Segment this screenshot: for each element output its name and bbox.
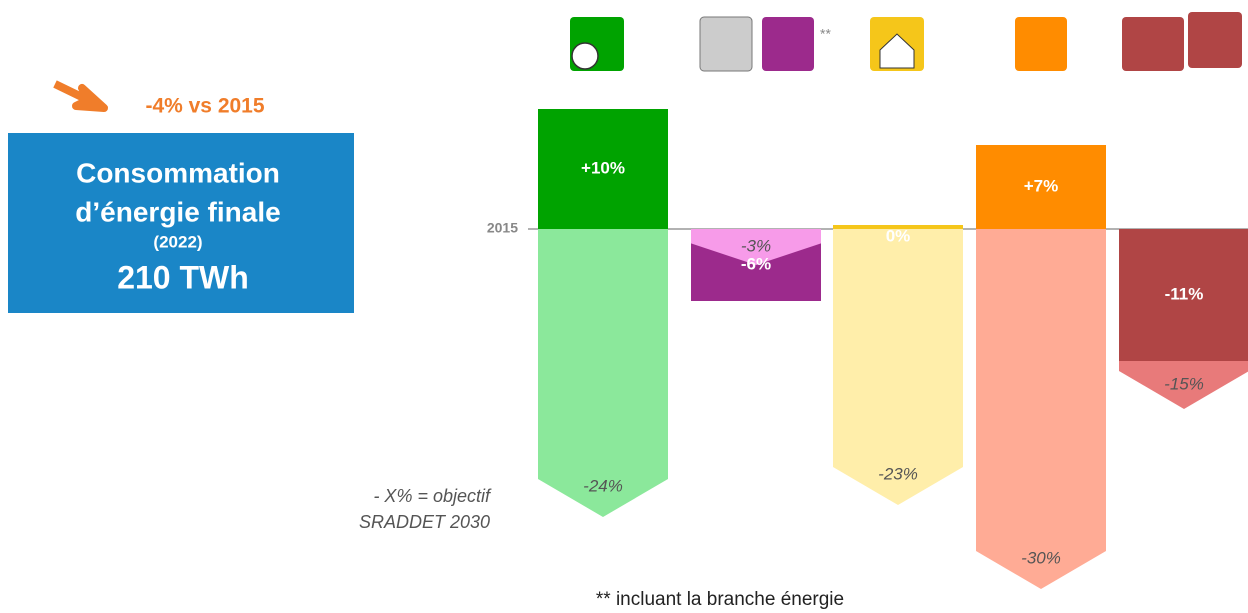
bar (538, 109, 668, 229)
bar (833, 225, 963, 229)
box-line: Consommation (76, 157, 280, 188)
icon-detail (571, 42, 599, 70)
box-line: d’énergie finale (75, 196, 280, 227)
objective-label: -15% (1164, 374, 1204, 393)
objective-bar (538, 229, 668, 517)
objective-label: -3% (741, 236, 771, 255)
objective-label: -24% (583, 476, 623, 495)
summary-box (8, 133, 354, 313)
trend-arrow (53, 80, 108, 112)
objective-bar (833, 229, 963, 505)
icon-waste (762, 17, 814, 71)
value-label: 0% (886, 226, 911, 245)
value-label: +7% (1024, 176, 1059, 195)
icons (570, 12, 1242, 72)
value-label: -6% (741, 254, 771, 273)
icon-industry (699, 16, 753, 72)
icon-truck (1122, 17, 1184, 71)
icon-note: ** (820, 26, 831, 42)
headline: -4% vs 2015 (145, 95, 264, 118)
bar (976, 145, 1106, 229)
icon-detail (879, 33, 915, 69)
objective-label: -23% (878, 464, 918, 483)
bar (1119, 229, 1248, 361)
value-label: -11% (1165, 284, 1204, 303)
box-year: (2022) (153, 232, 202, 251)
legend-note: SRADDET 2030 (359, 512, 490, 532)
objective-bar (976, 229, 1106, 589)
footnote: ** incluant la branche énergie (596, 589, 844, 610)
box-total: 210 TWh (117, 259, 249, 295)
objective-bar (691, 229, 821, 265)
icon-train (1188, 12, 1242, 68)
legend-note: - X% = objectif (373, 486, 492, 506)
y-tick-label: 2015 (487, 220, 518, 236)
value-label: +10% (581, 158, 625, 177)
icon-tertiary (1015, 17, 1067, 71)
objective-label: -30% (1021, 548, 1061, 567)
